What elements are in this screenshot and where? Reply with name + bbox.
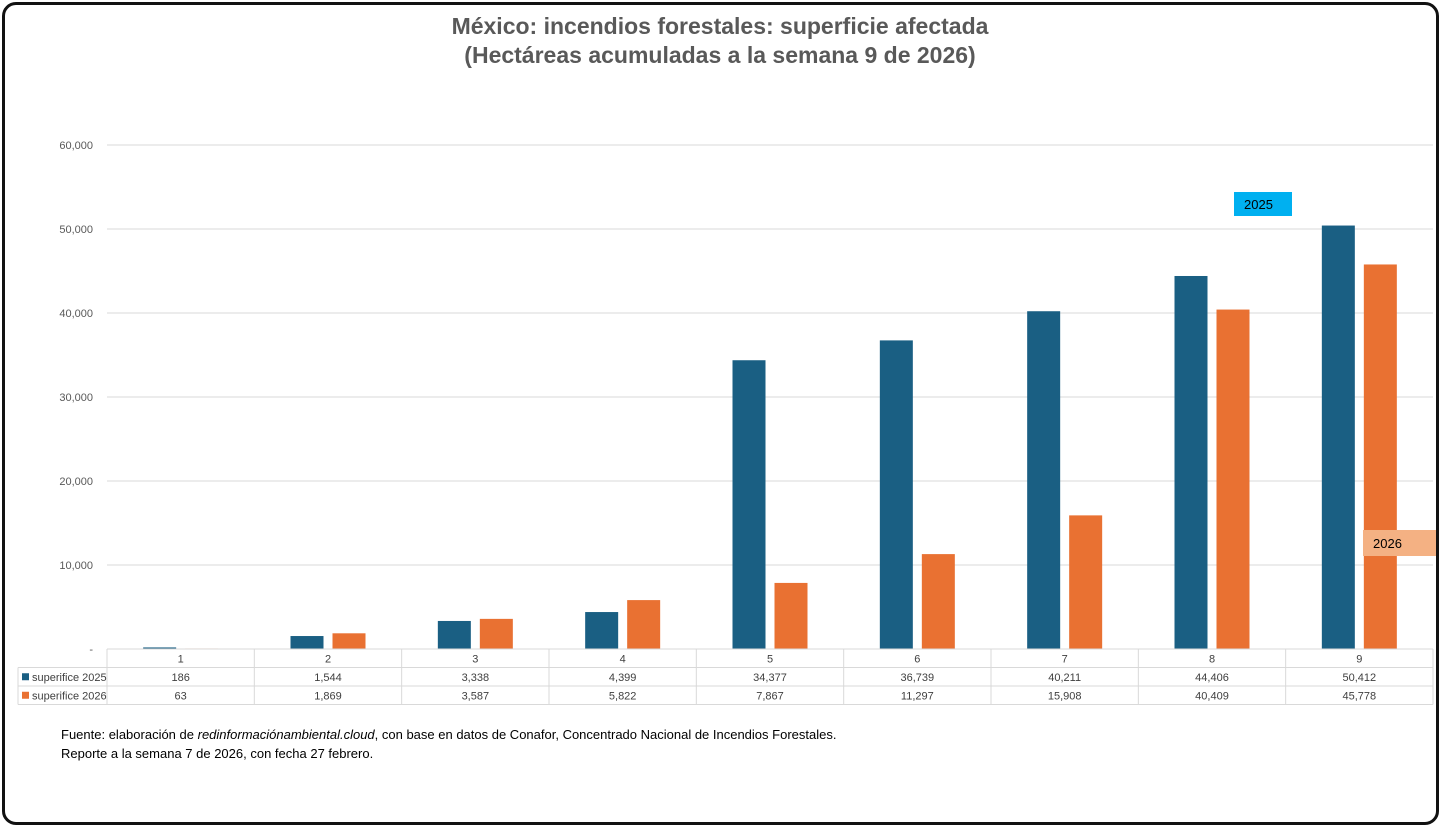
table-cell-value: 40,409 [1195, 690, 1229, 702]
table-cell-value: 4,399 [609, 672, 637, 684]
x-tick-label: 3 [472, 653, 478, 665]
bar-2025-week-4 [585, 612, 619, 649]
table-cell-value: 7,867 [756, 690, 784, 702]
annotation-2026: 2026 [1363, 530, 1436, 556]
chart-title-block: México: incendios forestales: superficie… [0, 12, 1440, 70]
y-tick-label: 40,000 [59, 308, 93, 320]
bar-2025-week-1 [143, 647, 177, 649]
table-cell-value: 45,778 [1343, 690, 1377, 702]
data-table: 1 2 3 4 5 6 7 8 9 superifice 2025 186 1,544 3,338 4,3… [17, 648, 1434, 705]
table-cell-value: 15,908 [1048, 690, 1082, 702]
table-cell-value: 11,297 [901, 690, 934, 702]
bar-2025-week-5 [732, 360, 766, 649]
x-tick-label: 8 [1209, 653, 1215, 665]
annotation-2025: 2025 [1234, 192, 1292, 216]
y-tick-label: 20,000 [59, 476, 93, 488]
source-note: Fuente: elaboración de redinformaciónamb… [61, 725, 836, 763]
source-website: redinformaciónambiental.cloud [197, 727, 375, 742]
bars [143, 225, 1397, 650]
table-cell-value: 3,587 [462, 690, 490, 702]
table-cell-value: 63 [175, 690, 187, 702]
y-tick-label: 50,000 [59, 224, 93, 236]
bar-2026-week-9 [1363, 264, 1397, 649]
table-cell-value: 40,211 [1048, 672, 1081, 684]
x-tick-label: 2 [325, 653, 331, 665]
table-cell-value: 36,739 [901, 672, 935, 684]
legend-key-2025 [22, 673, 29, 681]
chart-title: México: incendios forestales: superficie… [451, 13, 989, 39]
y-tick-label: 30,000 [59, 392, 93, 404]
y-tick-label: - [89, 644, 93, 656]
x-tick-label: 1 [178, 653, 184, 665]
x-tick-label: 4 [620, 653, 626, 665]
x-tick-label: 7 [1062, 653, 1068, 665]
legend-key-2026 [22, 691, 29, 699]
bar-2026-week-7 [1069, 515, 1103, 649]
bar-2025-week-3 [437, 620, 471, 649]
bar-2026-week-2 [332, 633, 366, 649]
legend-label: superifice 2026 [32, 690, 107, 702]
x-tick-label: 6 [914, 653, 920, 665]
bar-2026-week-4 [627, 600, 661, 649]
table-cell-value: 1,869 [314, 690, 342, 702]
bar-2026-week-6 [921, 554, 955, 649]
table-cell-value: 5,822 [609, 690, 637, 702]
source-line-2: Reporte a la semana 7 de 2026, con fecha… [61, 746, 374, 761]
source-line-1: Fuente: elaboración de redinformaciónamb… [61, 727, 837, 742]
bar-2025-week-7 [1027, 311, 1061, 649]
bar-2026-week-3 [479, 618, 513, 649]
bar-2026-week-8 [1216, 309, 1250, 649]
bar-2025-week-6 [879, 340, 913, 649]
legend-label: superifice 2025 [32, 672, 107, 684]
table-cell-value: 186 [171, 672, 189, 684]
bar-2026-week-5 [774, 582, 808, 649]
table-cell-value: 1,544 [314, 672, 342, 684]
x-tick-label: 5 [767, 653, 773, 665]
chart-subtitle: (Hectáreas acumuladas a la semana 9 de 2… [464, 42, 976, 68]
y-tick-label: 60,000 [59, 140, 93, 152]
bar-2025-week-2 [290, 636, 324, 649]
bar-2025-week-9 [1321, 225, 1355, 650]
gridlines [107, 144, 1433, 566]
table-cell-value: 3,338 [462, 672, 490, 684]
y-axis-ticks: - 10,000 20,000 30,000 40,000 50,000 60,000 [59, 140, 93, 656]
table-cell-value: 34,377 [753, 672, 787, 684]
y-tick-label: 10,000 [59, 560, 93, 572]
x-tick-label: 9 [1356, 653, 1362, 665]
table-cell-value: 50,412 [1343, 672, 1377, 684]
table-cell-value: 44,406 [1195, 672, 1229, 684]
bar-2025-week-8 [1174, 275, 1208, 649]
